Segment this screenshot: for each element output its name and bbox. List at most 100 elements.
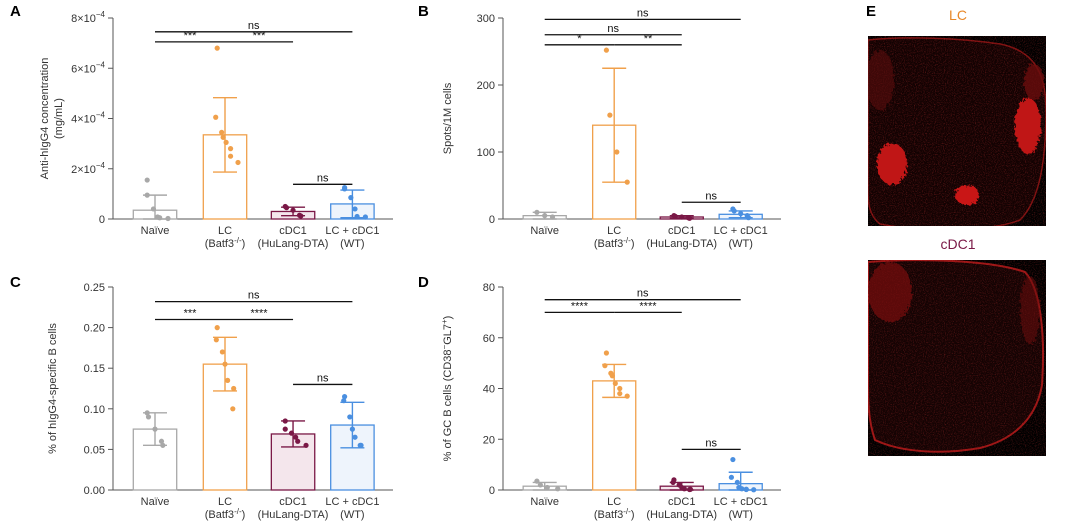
y-tick-label: 300 (477, 13, 495, 25)
data-point (160, 442, 166, 448)
data-point (295, 438, 301, 444)
chart-panel-d: D 0 20 40 60 80 % of GC B cells (CD38−GL7+) Naï… (418, 274, 781, 521)
data-point (282, 418, 288, 424)
data-point (342, 186, 348, 192)
data-point (225, 377, 231, 383)
significance-label: ns (317, 372, 329, 384)
data-point (144, 177, 150, 183)
lc-micrograph (868, 36, 1046, 226)
x-category-label: LC + cDC1 (325, 496, 379, 508)
data-point (734, 479, 740, 485)
data-point (144, 410, 150, 416)
data-point (282, 426, 288, 432)
x-category-sublabel: (Batf3-/-) (205, 507, 246, 521)
data-point (624, 179, 630, 185)
y-tick-label: 0 (99, 214, 105, 226)
data-point (354, 213, 360, 220)
data-point (220, 134, 226, 140)
y-tick-label: 20 (483, 434, 495, 446)
y-tick-label: 0.25 (84, 282, 105, 294)
y-tick-label: 100 (477, 147, 495, 159)
x-category-label: Naïve (530, 225, 559, 237)
data-point (158, 438, 165, 444)
data-point (751, 487, 757, 493)
x-category-sublabel: (WT) (728, 238, 752, 250)
x-category-sublabel: (WT) (340, 509, 364, 521)
data-point (679, 214, 685, 220)
y-tick-label: 0.20 (84, 323, 105, 335)
data-point (743, 486, 749, 493)
x-category-label: Naïve (530, 496, 559, 508)
y-tick-label: 80 (483, 282, 495, 294)
data-point (214, 45, 220, 51)
data-point (670, 479, 676, 485)
panel-e: E LC cDC1 (866, 3, 1046, 456)
y-tick-label: 60 (483, 333, 495, 345)
data-point (607, 112, 613, 118)
x-category-label: cDC1 (279, 225, 307, 237)
data-point (235, 159, 241, 166)
x-category-label: Naïve (141, 225, 170, 237)
y-axis-title: % of GC B cells (CD38−GL7+) (440, 316, 454, 462)
data-point (738, 211, 744, 217)
x-category-sublabel: (WT) (728, 509, 752, 521)
x-category-label: Naïve (141, 496, 170, 508)
x-category-sublabel: (HuLang-DTA) (646, 509, 717, 521)
data-point (603, 350, 610, 356)
data-point (686, 486, 693, 493)
data-point (352, 434, 358, 440)
y-tick-label: 0.15 (84, 363, 105, 375)
significance-label: ns (637, 7, 649, 19)
y-tick-label: 4×10−4 (71, 111, 105, 126)
data-point (349, 426, 355, 432)
data-point (219, 349, 225, 355)
data-point (165, 215, 171, 222)
significance-label: ns (317, 172, 329, 184)
y-tick-label: 0.10 (84, 404, 105, 416)
image-title-lc: LC (949, 7, 967, 23)
significance-label: ** (644, 33, 653, 45)
x-category-label: cDC1 (668, 496, 696, 508)
significance-label: *** (184, 307, 198, 319)
data-point (145, 414, 152, 420)
significance-label: ns (705, 190, 717, 202)
data-point (731, 208, 737, 214)
x-category-sublabel: (HuLang-DTA) (258, 509, 329, 521)
data-point (542, 213, 548, 219)
significance-label: ns (607, 23, 619, 35)
panel-letter-e: E (866, 3, 876, 20)
data-point (223, 139, 229, 145)
data-point (341, 398, 347, 404)
x-category-label: LC (218, 225, 232, 237)
data-point (617, 385, 623, 392)
x-category-label: LC + cDC1 (325, 225, 379, 237)
data-point (219, 129, 225, 135)
x-category-sublabel: (HuLang-DTA) (258, 238, 329, 250)
y-tick-label: 8×10−4 (71, 10, 105, 25)
data-point (739, 486, 745, 492)
x-category-sublabel: (Batf3-/-) (594, 507, 635, 521)
data-point (342, 394, 348, 400)
data-point (290, 207, 296, 213)
data-point (222, 361, 228, 367)
significance-label: *** (184, 30, 198, 42)
data-point (213, 114, 219, 120)
y-tick-label: 0.00 (84, 485, 105, 497)
data-point (681, 486, 687, 492)
data-point (230, 406, 236, 412)
data-point (157, 215, 163, 221)
y-tick-label: 2×10−4 (71, 161, 105, 176)
significance-label: ns (248, 20, 260, 32)
data-point (534, 209, 540, 215)
data-point (348, 195, 354, 201)
image-title-cdc1: cDC1 (940, 236, 975, 252)
chart-panel-c: C 0.00 0.05 0.10 0.15 0.20 0.25 % of hIgG4-spec… (10, 274, 393, 521)
x-category-label: LC (607, 225, 621, 237)
cdc1-micrograph (868, 260, 1046, 456)
data-point (298, 213, 304, 219)
data-point (549, 214, 556, 220)
data-point (730, 456, 736, 463)
data-point (617, 390, 623, 397)
data-point (362, 214, 368, 220)
